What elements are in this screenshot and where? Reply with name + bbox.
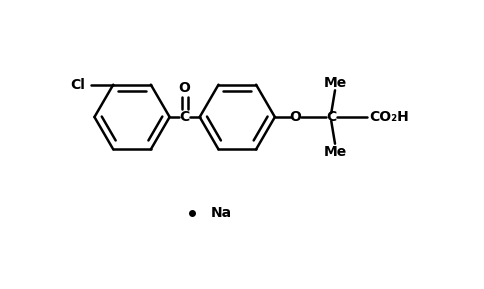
Text: C: C <box>325 110 336 124</box>
Text: O: O <box>179 81 190 95</box>
Text: O: O <box>289 110 301 124</box>
Text: Cl: Cl <box>70 78 85 92</box>
Text: Me: Me <box>323 75 346 90</box>
Text: Na: Na <box>211 206 232 220</box>
Text: C: C <box>179 110 189 124</box>
Text: Me: Me <box>323 144 346 158</box>
Text: CO₂H: CO₂H <box>368 110 408 124</box>
